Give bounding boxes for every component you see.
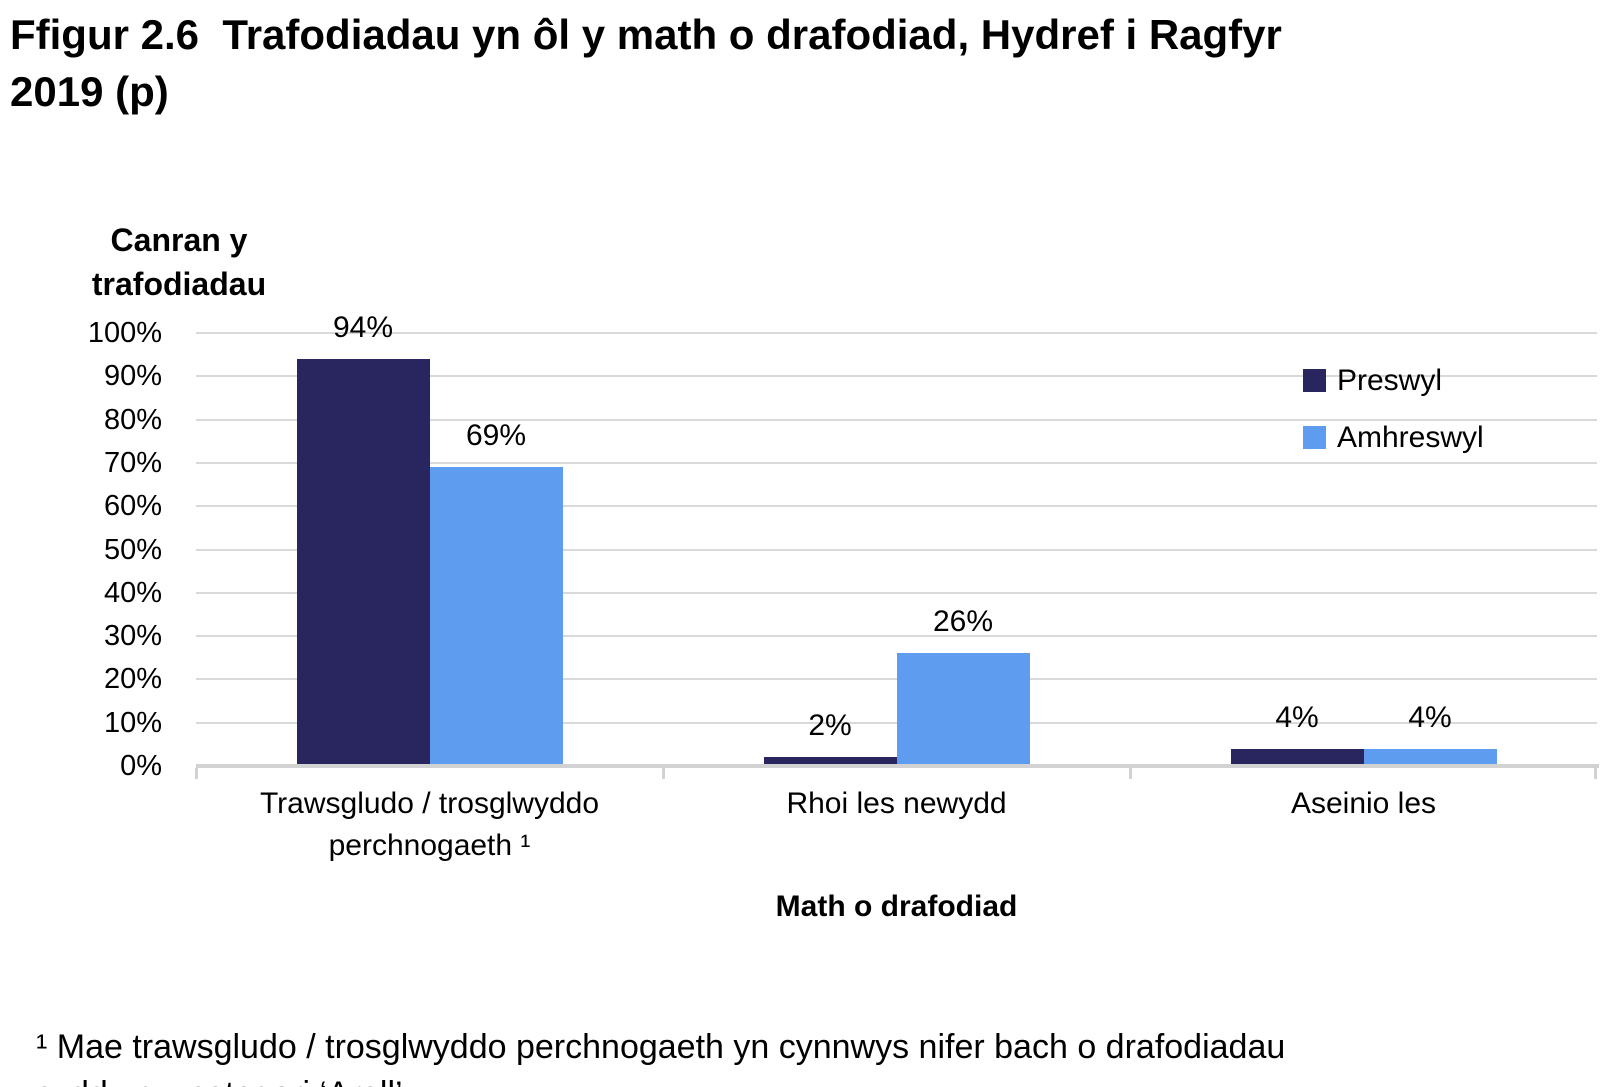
category-label-2: Aseinio les [1290,787,1437,820]
gridline-100 [196,332,1597,334]
value-label-preswyl-2: 4% [1275,700,1319,734]
x-axis-tick-1 [662,768,665,779]
bar-preswyl-1 [763,757,897,766]
gridline-30 [196,635,1597,638]
legend: Preswyl Amhreswyl [1303,352,1484,466]
bar-amhreswyl-2 [1363,748,1497,766]
footnotes: ¹ Mae trawsgludo / trosglwyddo perchnoga… [36,930,1556,1087]
category-label-0: Trawsgludo / trosglwyddo perchnogaeth ¹ [259,787,600,862]
y-tick-label-60: 60% [103,490,162,523]
y-tick-label-70: 70% [103,446,162,479]
bar-preswyl-2 [1230,748,1364,766]
value-label-amhreswyl-2: 4% [1408,700,1452,734]
x-axis-tick-3 [1594,768,1597,779]
y-tick-label-10: 10% [103,706,162,739]
legend-label-amhreswyl: Amhreswyl [1337,420,1484,454]
bar-preswyl-0 [296,358,430,766]
legend-item-preswyl: Preswyl [1303,352,1484,409]
legend-swatch-amhreswyl-icon [1303,426,1326,449]
value-label-amhreswyl-0: 69% [465,419,527,453]
value-label-amhreswyl-1: 26% [932,605,994,639]
legend-item-amhreswyl: Amhreswyl [1303,409,1484,466]
bar-amhreswyl-1 [896,653,1030,766]
legend-label-preswyl: Preswyl [1337,363,1443,397]
y-tick-label-20: 20% [103,663,162,696]
gridline-90 [196,375,1597,378]
gridline-80 [196,418,1597,421]
gridline-60 [196,505,1597,508]
y-tick-label-0: 0% [120,750,162,782]
y-tick-label-50: 50% [103,533,162,566]
category-label-1: Rhoi les newydd [786,787,1007,820]
y-tick-label-80: 80% [103,403,162,436]
gridline-50 [196,548,1597,551]
legend-swatch-preswyl-icon [1303,369,1326,392]
x-axis-title: Math o drafodiad [775,890,1018,923]
footnote-1: ¹ Mae trawsgludo / trosglwyddo perchnoga… [36,1028,1286,1087]
y-tick-label-90: 90% [103,360,162,393]
gridline-40 [196,591,1597,594]
y-tick-label-100: 100% [87,317,162,349]
x-axis-line [196,764,1599,768]
y-tick-label-40: 40% [103,576,162,609]
x-axis-tick-0 [195,768,198,779]
gridline-70 [196,461,1597,464]
value-label-preswyl-0: 94% [332,310,394,344]
x-axis-tick-2 [1129,768,1132,779]
figure-title: Ffigur 2.6 Trafodiadau yn ôl y math o dr… [10,11,1282,115]
y-axis-title: Canran y trafodiadau [91,222,267,302]
y-tick-label-30: 30% [103,620,162,653]
bar-amhreswyl-0 [429,467,563,766]
plot-area: 94% 2% 4% 69% 26% 4% [196,311,1597,766]
value-label-preswyl-1: 2% [808,709,852,743]
